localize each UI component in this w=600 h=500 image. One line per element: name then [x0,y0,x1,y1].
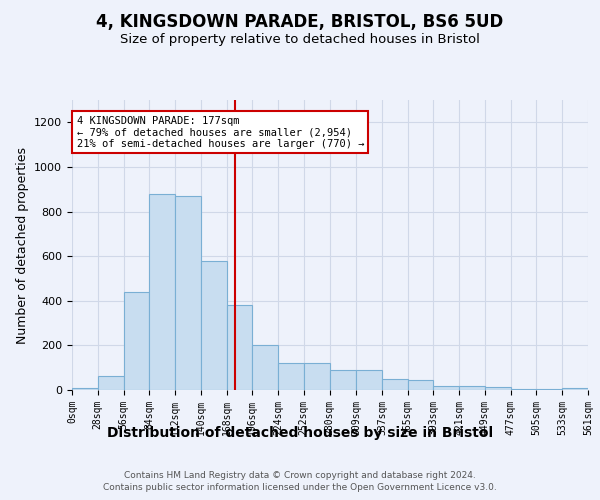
Bar [459,386,485,390]
Bar [175,196,201,390]
Bar [227,305,252,390]
Text: 4 KINGSDOWN PARADE: 177sqm
← 79% of detached houses are smaller (2,954)
21% of s: 4 KINGSDOWN PARADE: 177sqm ← 79% of deta… [77,116,364,149]
Bar [201,260,227,390]
Text: Size of property relative to detached houses in Bristol: Size of property relative to detached ho… [120,32,480,46]
Y-axis label: Number of detached properties: Number of detached properties [16,146,29,344]
Text: Distribution of detached houses by size in Bristol: Distribution of detached houses by size … [107,426,493,440]
Bar [485,386,511,390]
Bar [356,370,382,390]
Bar [536,389,562,390]
Text: Contains public sector information licensed under the Open Government Licence v3: Contains public sector information licen… [103,484,497,492]
Bar [304,363,329,390]
Bar [382,379,408,390]
Bar [98,376,124,390]
Bar [149,194,175,390]
Bar [408,380,433,390]
Bar [329,370,356,390]
Text: 4, KINGSDOWN PARADE, BRISTOL, BS6 5UD: 4, KINGSDOWN PARADE, BRISTOL, BS6 5UD [97,12,503,30]
Bar [72,388,98,390]
Bar [562,388,588,390]
Bar [124,292,149,390]
Bar [511,389,536,390]
Bar [278,363,304,390]
Text: Contains HM Land Registry data © Crown copyright and database right 2024.: Contains HM Land Registry data © Crown c… [124,471,476,480]
Bar [433,386,459,390]
Bar [252,346,278,390]
